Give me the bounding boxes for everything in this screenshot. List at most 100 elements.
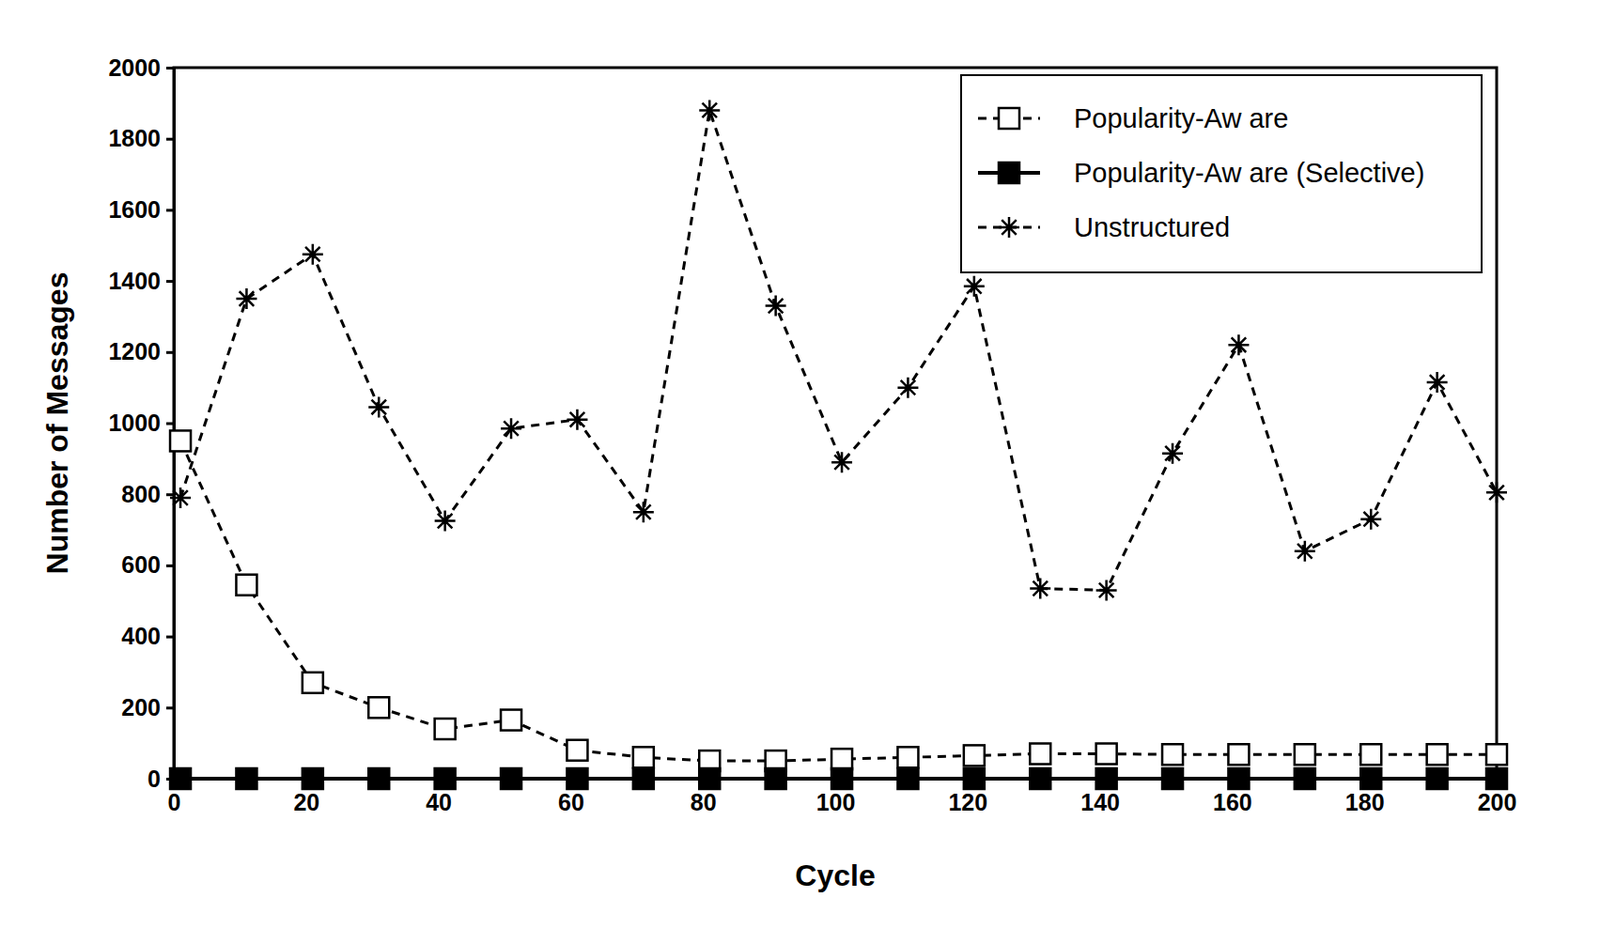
x-tick-label: 160 <box>1212 789 1253 816</box>
x-tick-label: 180 <box>1345 789 1385 816</box>
series-marker <box>1427 744 1448 765</box>
y-tick: 1400 <box>108 267 174 295</box>
series-marker <box>963 768 985 790</box>
y-tick-label: 1400 <box>108 267 161 295</box>
legend: Popularity-Aw are Popularity-Aw are (Sele… <box>961 75 1482 273</box>
series-marker <box>1096 744 1118 765</box>
x-tick-label: 140 <box>1080 789 1120 816</box>
y-tick-mark <box>166 706 174 710</box>
series-marker <box>699 99 720 121</box>
x-tick-label: 200 <box>1477 789 1518 816</box>
series-marker <box>566 740 588 762</box>
series-marker <box>368 697 389 718</box>
series-marker <box>765 768 787 790</box>
y-tick-label: 400 <box>121 622 161 650</box>
y-tick: 200 <box>121 694 174 721</box>
series-marker <box>633 501 654 523</box>
y-tick-label: 800 <box>121 481 161 508</box>
y-axis-line <box>166 68 175 780</box>
y-tick-label: 1000 <box>108 409 161 436</box>
x-tick-label: 40 <box>425 789 452 816</box>
series-marker <box>1162 768 1183 790</box>
y-tick-mark <box>166 279 174 283</box>
series-marker <box>170 768 191 790</box>
legend-marker <box>998 217 1020 238</box>
series-marker <box>434 718 456 740</box>
series-marker <box>1029 578 1051 600</box>
series-marker <box>1427 372 1448 393</box>
series-marker <box>1294 744 1316 765</box>
legend-label: Popularity-Aw are (Selective) <box>1073 157 1425 188</box>
series-marker <box>1486 768 1507 790</box>
y-tick-mark <box>166 493 174 497</box>
series-marker <box>1486 744 1507 765</box>
x-tick-label: 60 <box>558 789 585 816</box>
series-marker <box>434 511 456 532</box>
y-tick-mark <box>166 422 174 426</box>
series-marker <box>1427 768 1448 790</box>
legend-box <box>961 75 1482 273</box>
series-marker <box>1162 744 1183 765</box>
y-tick-mark <box>166 636 174 639</box>
series-marker <box>963 745 985 766</box>
legend-marker <box>998 162 1020 184</box>
series-marker <box>897 746 918 768</box>
series-marker <box>1227 768 1249 790</box>
series-marker <box>566 768 588 790</box>
x-tick-label: 80 <box>690 789 717 816</box>
series-marker <box>368 768 389 790</box>
series-marker <box>699 768 720 790</box>
series-marker <box>302 244 324 265</box>
series-marker <box>633 746 654 768</box>
legend-marker <box>998 108 1020 129</box>
y-tick: 1800 <box>108 124 174 152</box>
y-tick: 2000 <box>108 54 174 81</box>
y-tick: 1600 <box>108 196 174 223</box>
plot: 0204060801001201401601802000200400600800… <box>108 54 1517 816</box>
series-marker <box>1096 579 1118 601</box>
y-tick-mark <box>166 138 174 141</box>
series-marker <box>235 768 257 790</box>
series-line <box>180 109 1497 591</box>
series-marker <box>1227 334 1249 356</box>
series-marker <box>170 430 191 451</box>
y-tick: 600 <box>121 551 174 578</box>
series-marker <box>1227 744 1249 765</box>
series-marker <box>831 748 853 770</box>
series-marker <box>1360 509 1382 530</box>
series-marker <box>1360 744 1382 765</box>
x-axis-title: Cycle <box>794 858 875 893</box>
y-tick-label: 200 <box>121 694 161 721</box>
series-marker <box>897 768 918 790</box>
plot-frame <box>173 67 1497 779</box>
series-marker <box>170 487 191 509</box>
series-marker <box>963 276 985 297</box>
series-marker <box>1096 768 1118 790</box>
y-tick-label: 0 <box>147 765 161 793</box>
y-axis: 0 200 400 600 800 1000 1200 1400 1600 1800 2000 <box>108 54 174 793</box>
x-tick-label: 0 <box>168 789 182 816</box>
series-marker <box>1029 744 1051 765</box>
series-marker <box>368 396 389 418</box>
y-tick-label: 1800 <box>108 124 161 152</box>
y-tick: 400 <box>121 622 174 650</box>
series-marker <box>302 768 324 790</box>
legend-label: Unstructured <box>1073 212 1230 243</box>
series-line <box>180 440 1497 762</box>
y-tick-label: 1600 <box>108 196 161 223</box>
series-marker <box>235 574 257 596</box>
y-tick: 1000 <box>108 409 174 436</box>
legend-label: Popularity-Aw are <box>1073 103 1289 134</box>
series-marker <box>566 409 588 431</box>
chart: 0204060801001201401601802000200400600800… <box>0 0 1600 944</box>
series-marker <box>500 418 522 439</box>
y-tick: 1200 <box>108 338 174 365</box>
series-marker <box>765 295 787 317</box>
y-tick-label: 600 <box>121 551 161 578</box>
series-marker <box>500 710 522 731</box>
series-marker <box>1294 541 1316 562</box>
series-marker <box>1029 768 1051 790</box>
series-marker <box>831 768 853 790</box>
y-tick-mark <box>166 208 174 212</box>
y-tick-label: 2000 <box>108 54 161 81</box>
